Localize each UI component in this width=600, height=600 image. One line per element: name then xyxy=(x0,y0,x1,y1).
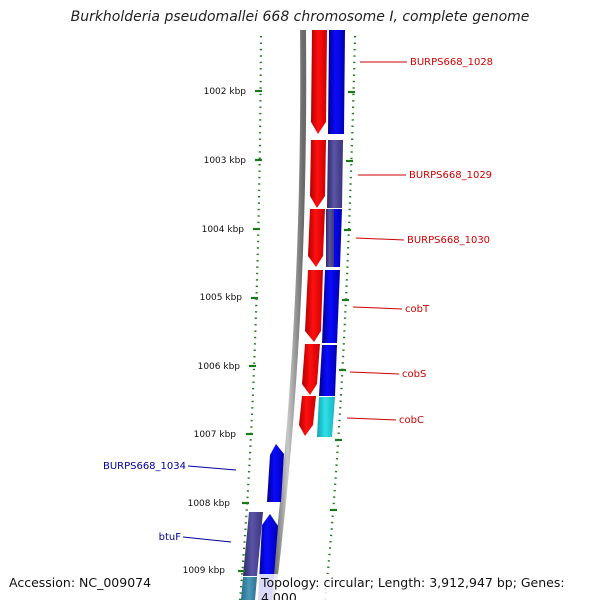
gene-label-cobC[interactable]: cobC xyxy=(399,415,424,426)
scale-label-2: 1003 kbp xyxy=(204,156,247,166)
scale-label-4: 1005 kbp xyxy=(200,293,243,303)
leader-btuF xyxy=(182,536,232,543)
gene-label-btuF[interactable]: btuF xyxy=(159,532,182,543)
scale-label-8: 1009 kbp xyxy=(183,566,226,576)
gene-arrow-BURPS668_1029[interactable] xyxy=(310,140,326,208)
scale-ticks xyxy=(238,89,355,573)
gene-arrow-cobT[interactable] xyxy=(305,270,323,342)
genome-summary-text: Topology: circular; Length: 3,912,947 bp… xyxy=(258,574,600,600)
leader-BURPS668_1030 xyxy=(355,237,405,241)
outer-dotted-ring xyxy=(238,35,263,600)
leader-BURPS668_1034 xyxy=(187,465,237,471)
accession-text: Accession: NC_009074 xyxy=(6,574,155,591)
gene-arrow-BURPS668_1028[interactable] xyxy=(311,30,327,134)
gene-label-BURPS668_1030[interactable]: BURPS668_1030 xyxy=(407,235,490,246)
gene-label-BURPS668_1034[interactable]: BURPS668_1034 xyxy=(103,461,186,472)
scale-label-1: 1002 kbp xyxy=(204,87,247,97)
gene-arrow-forward-2[interactable] xyxy=(327,140,343,208)
scale-label-7: 1008 kbp xyxy=(188,499,231,509)
scale-label-6: 1007 kbp xyxy=(194,430,237,440)
scale-label-3: 1004 kbp xyxy=(202,225,245,235)
leader-cobS xyxy=(349,371,400,375)
gene-arrow-forward-5[interactable] xyxy=(319,345,337,396)
gene-label-BURPS668_1028[interactable]: BURPS668_1028 xyxy=(410,57,493,68)
gene-label-cobT[interactable]: cobT xyxy=(405,304,430,315)
gene-label-BURPS668_1029[interactable]: BURPS668_1029 xyxy=(409,170,492,181)
leader-cobC xyxy=(346,417,397,421)
gene-arrow-forward-3-tail xyxy=(326,209,334,267)
gene-arrow-other-1[interactable] xyxy=(243,512,263,576)
gene-arrow-cobS[interactable] xyxy=(302,344,320,395)
gene-arrow-other-2[interactable] xyxy=(241,577,257,600)
gene-arrow-forward-6[interactable] xyxy=(317,397,335,437)
gene-arrow-forward-4[interactable] xyxy=(322,270,340,343)
gene-arrow-BURPS668_1030[interactable] xyxy=(308,209,325,267)
scale-label-5: 1006 kbp xyxy=(198,362,241,372)
gene-arrow-BURPS668_1034[interactable] xyxy=(267,444,284,502)
inner-dotted-ring xyxy=(323,35,357,600)
gene-arrow-cobC[interactable] xyxy=(299,396,316,436)
genome-backbone xyxy=(269,29,307,600)
leader-cobT xyxy=(352,306,403,310)
gene-label-cobS[interactable]: cobS xyxy=(402,369,426,380)
gene-arrow-forward-1[interactable] xyxy=(328,30,345,134)
map-title: Burkholderia pseudomallei 668 chromosome… xyxy=(70,9,530,25)
